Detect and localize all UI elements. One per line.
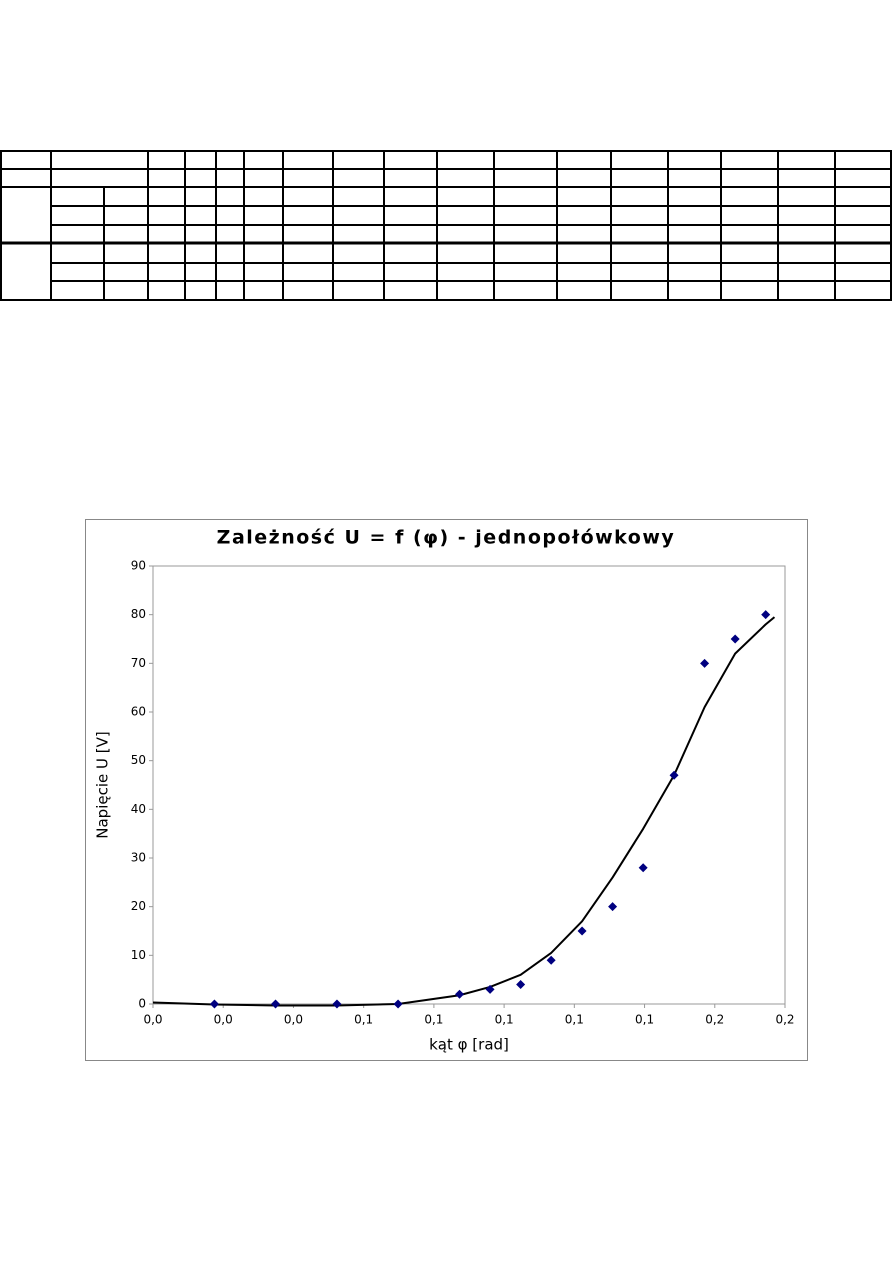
plot-area [152,565,786,1005]
x-axis-label: kąt φ [rad] [429,1036,509,1054]
y-tick-label: 0 [138,997,146,1011]
data-point [271,999,281,1009]
data-point [455,989,465,999]
y-tick-label: 90 [131,559,146,573]
x-tick-label: 0,2 [775,1013,794,1027]
x-tick-label: 0,0 [284,1013,303,1027]
data-point [700,658,710,668]
x-tick-label: 0,1 [495,1013,514,1027]
trendline [152,616,776,1007]
data-point [332,999,342,1009]
data-point [638,863,648,873]
data-point [393,999,403,1009]
y-tick-label: 50 [131,753,146,767]
data-point [608,902,618,912]
data-point [546,955,556,965]
data-point [669,770,679,780]
x-tick-label: 0,1 [424,1013,443,1027]
data-point [485,984,495,994]
y-tick-label: 40 [131,802,146,816]
y-tick-label: 20 [131,899,146,913]
y-tick-label: 60 [131,705,146,719]
chart-title: Zależność U = f (φ) - jednopołówkowy [217,527,676,549]
y-tick-label: 10 [131,948,146,962]
y-tick-label: 70 [131,656,146,670]
x-tick-label: 0,1 [565,1013,584,1027]
x-tick-label: 0,2 [705,1013,724,1027]
chart-frame [85,519,808,1061]
x-tick-label: 0,1 [354,1013,373,1027]
data-point [761,610,771,620]
data-point [516,980,526,990]
data-point [209,999,219,1009]
x-tick-label: 0,0 [214,1013,233,1027]
y-axis-label: Napięcie U [V] [94,731,112,838]
y-tick-label: 30 [131,851,146,865]
x-tick-label: 0,1 [635,1013,654,1027]
y-tick-label: 80 [131,607,146,621]
data-point [730,634,740,644]
x-tick-label: 0,0 [143,1013,162,1027]
data-point [577,926,587,936]
empty-table [0,150,892,301]
